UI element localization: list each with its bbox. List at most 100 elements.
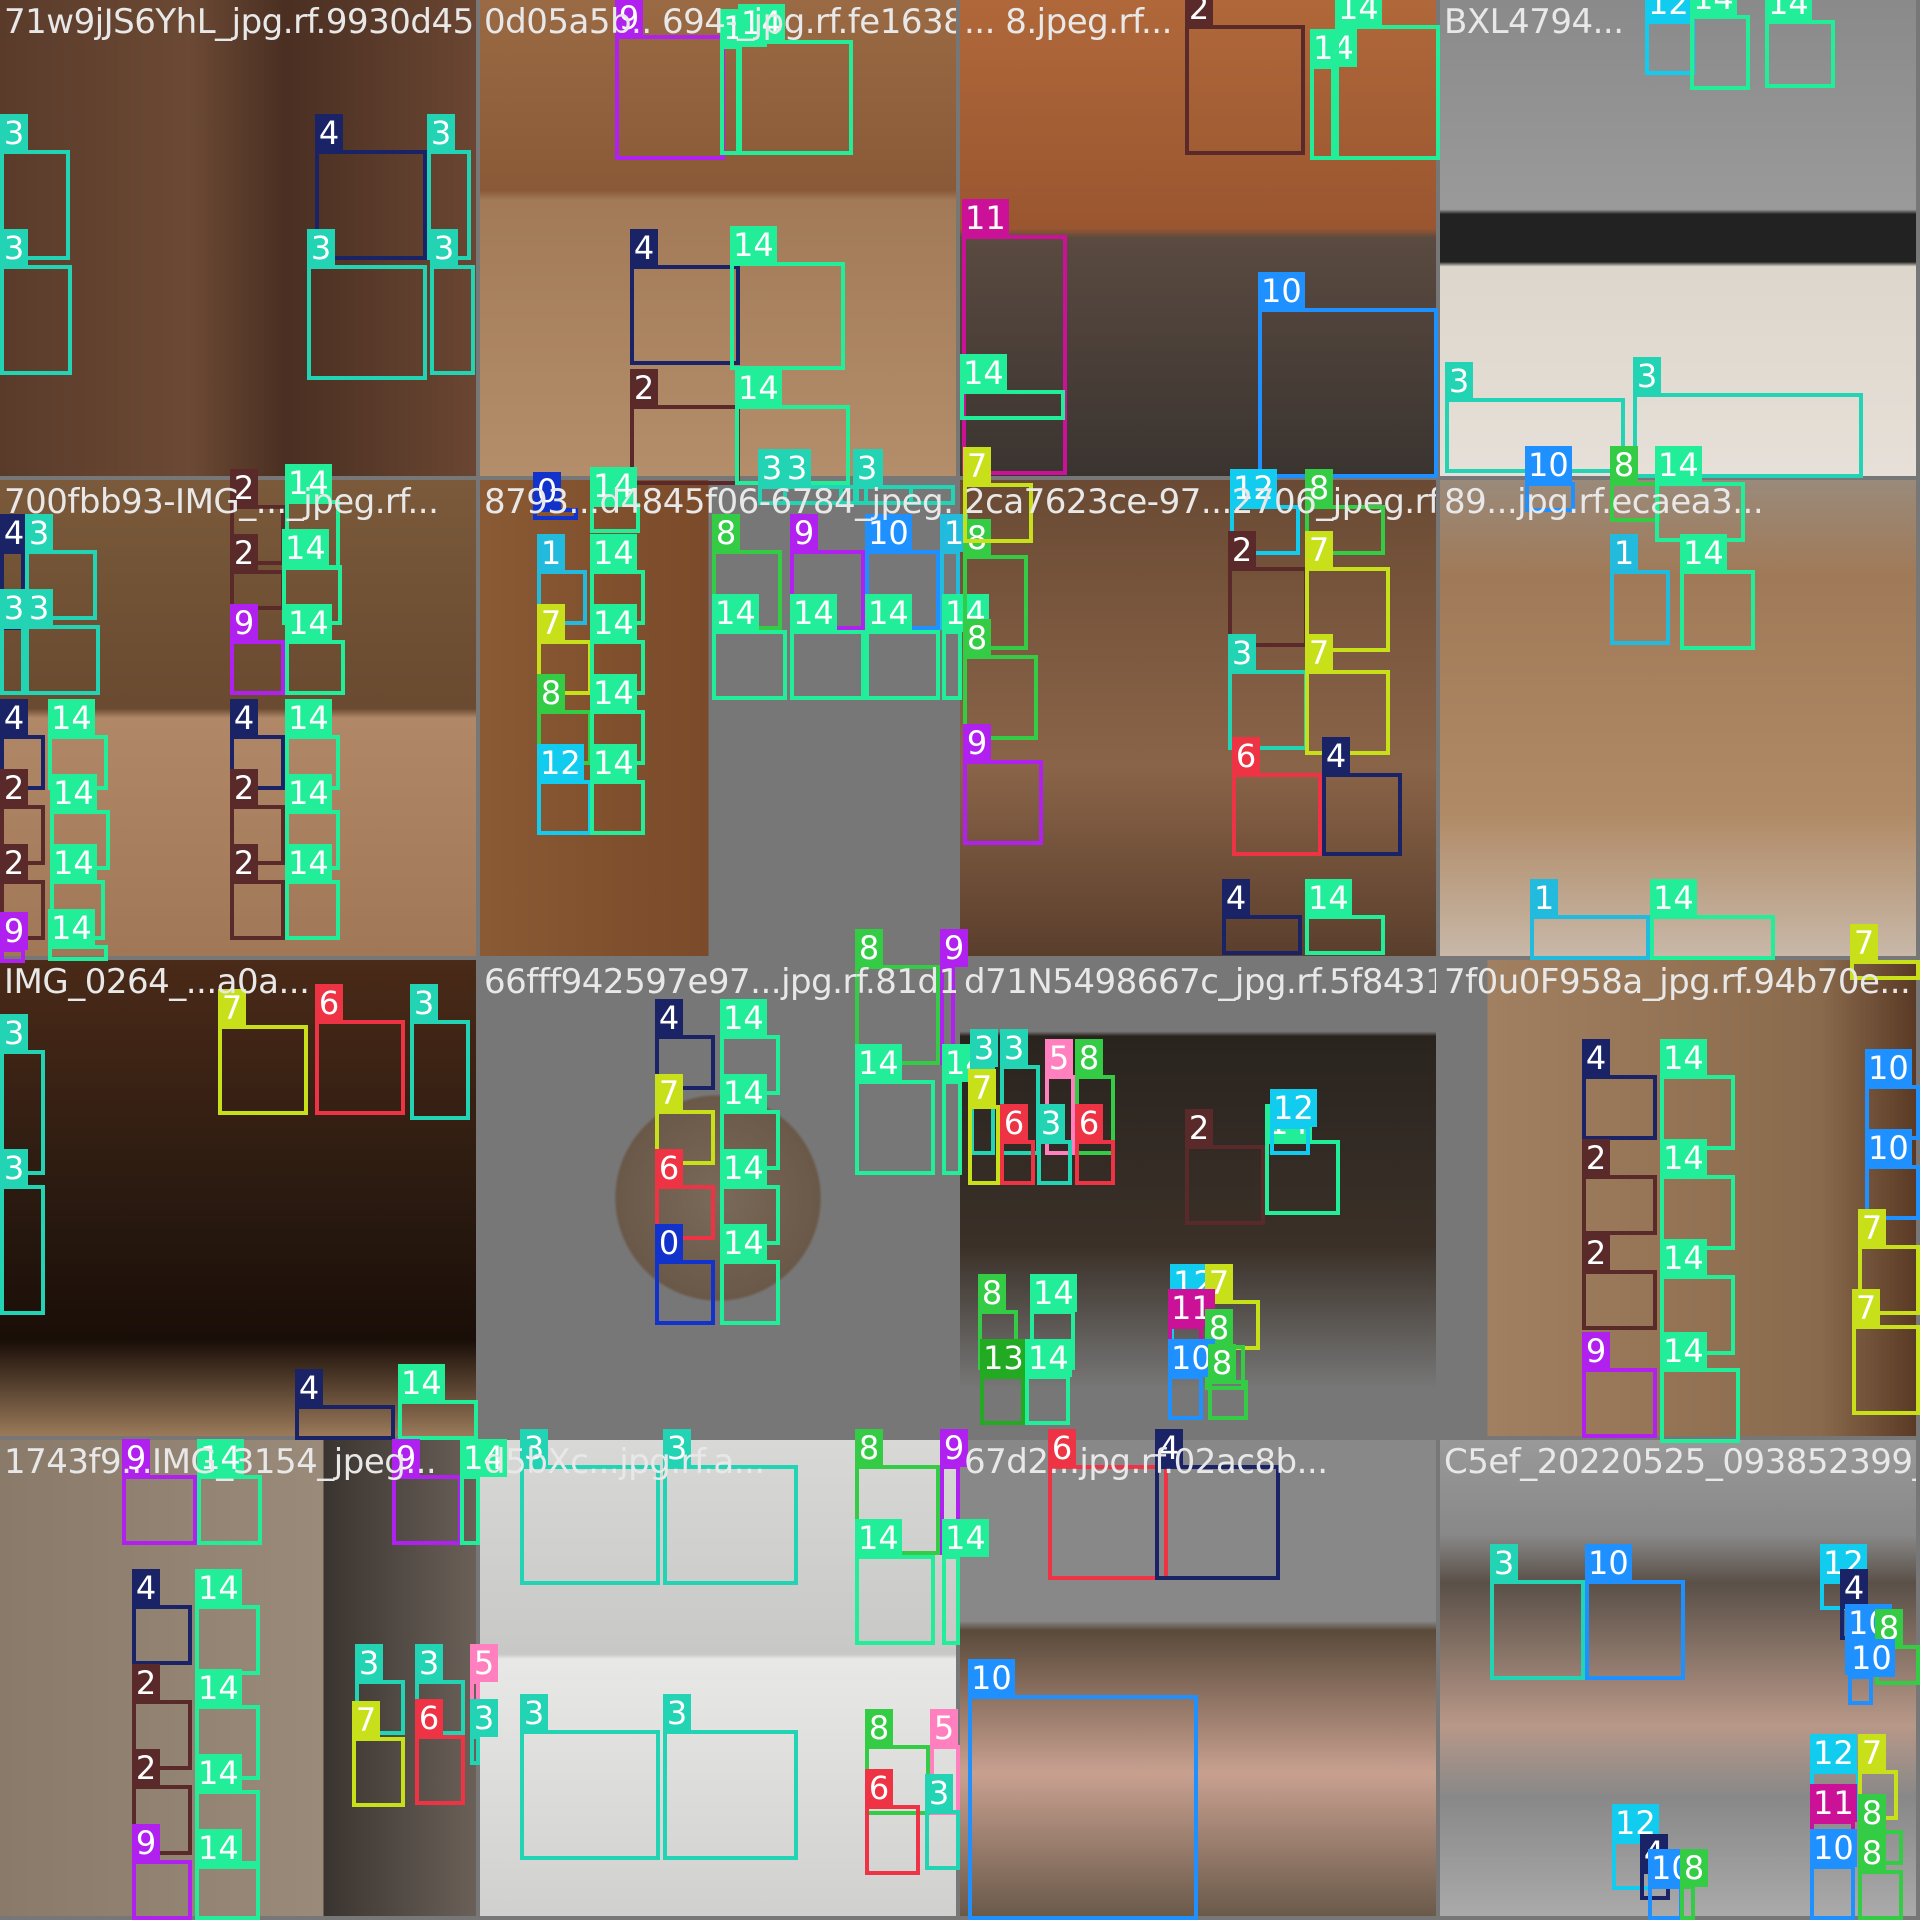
detection-label: 3 (925, 1774, 953, 1812)
detection-label: 9 (940, 1429, 968, 1467)
tile-photo (480, 960, 956, 1436)
detection-label: 7 (537, 604, 565, 642)
detection-box: 14 (195, 1754, 260, 1865)
detection-label: 14 (730, 226, 777, 264)
detection-label: 3 (1490, 1544, 1518, 1582)
detection-label: 12 (1810, 1734, 1857, 1772)
detection-box: 1 (1530, 879, 1650, 960)
detection-box: 7 (655, 1074, 715, 1165)
detection-label: 7 (352, 1701, 380, 1739)
detection-label: 14 (460, 1439, 507, 1477)
detection-label: 3 (1000, 1029, 1028, 1067)
detection-label: 1 (537, 534, 565, 572)
detection-label: 9 (963, 724, 991, 762)
detection-label: 7 (963, 447, 991, 485)
detection-box: 14 (285, 699, 340, 790)
detection-label: 14 (285, 844, 332, 882)
detection-label: 7 (1305, 531, 1333, 569)
detection-label: 14 (1660, 1239, 1707, 1277)
detection-label: 4 (132, 1569, 160, 1607)
detection-label: 3 (663, 1429, 691, 1467)
detection-box: 14 (1765, 0, 1835, 88)
detection-label: 14 (1660, 1139, 1707, 1177)
detection-label: 10 (865, 514, 912, 552)
detection-label: 10 (1585, 1544, 1632, 1582)
detection-label: 14 (865, 594, 912, 632)
detection-label: 10 (968, 1659, 1015, 1697)
detection-label: 14 (197, 1439, 244, 1477)
detection-label: 10 (1865, 1129, 1912, 1167)
tile-filename: 1743f9...IMG_3154_jpeg... (4, 1442, 437, 1482)
detection-box: 14 (590, 534, 645, 625)
detection-box: 3 (470, 1699, 498, 1765)
detection-box: 14 (1650, 879, 1775, 960)
detection-label: 14 (590, 604, 637, 642)
detection-label: 14 (738, 4, 785, 42)
detection-box: 14 (790, 594, 865, 700)
detection-label: 14 (720, 1149, 767, 1187)
detection-box: 3 (0, 229, 72, 375)
detection-label: 8 (963, 519, 991, 557)
tile-filename: 7f0u0F958a_jpg.rf.94b70e... (1444, 962, 1911, 1002)
detection-label: 4 (0, 699, 28, 737)
detection-box: 9 (122, 1439, 197, 1545)
detection-label: 4 (655, 999, 683, 1037)
detection-label: 10 (1848, 1639, 1895, 1677)
detection-label: 8 (1680, 1849, 1708, 1887)
detection-label: 10 (1865, 1049, 1912, 1087)
detection-label: 9 (392, 1439, 420, 1477)
detection-label: 10 (1168, 1339, 1215, 1377)
detection-box: 14 (942, 1044, 989, 1175)
detection-box: 11 (1168, 1289, 1215, 1365)
tile-filename: IMG_0264_...a0a... (4, 962, 310, 1002)
detection-box: 3 (925, 1774, 960, 1870)
detection-label: 2 (1582, 1234, 1610, 1272)
detection-label: 9 (790, 514, 818, 552)
tile-photo (960, 1440, 1436, 1916)
detection-label: 7 (1858, 1734, 1886, 1772)
detection-label: 11 (1168, 1289, 1215, 1327)
detection-label: 6 (865, 1769, 893, 1807)
detection-box: 14 (855, 1519, 935, 1645)
detection-label: 2 (0, 769, 28, 807)
detection-box: 14 (590, 467, 640, 533)
detection-label: 14 (398, 1364, 445, 1402)
detection-label: 3 (415, 1644, 443, 1682)
detection-label: 3 (1445, 362, 1473, 400)
detection-label: 11 (1810, 1784, 1857, 1822)
detection-box: 14 (942, 594, 989, 700)
detection-label: 12 (1270, 1089, 1317, 1127)
detection-label: 7 (1858, 1209, 1886, 1247)
detection-box: 14 (398, 1364, 478, 1440)
tile-filename: d71N5498667c_jpg.rf.5f84316... (964, 962, 1436, 1002)
detection-box: 14 (282, 529, 342, 625)
detection-box: 3 (410, 984, 470, 1120)
detection-box: 3 (307, 229, 427, 380)
detection-label: 8 (537, 674, 565, 712)
detection-label: 3 (1633, 357, 1661, 395)
detection-box: 3 (430, 229, 475, 375)
detection-box: 9 (615, 0, 725, 160)
detection-box: 3 (1490, 1544, 1585, 1680)
detection-box: 2 (230, 844, 285, 940)
detection-label: 2 (230, 769, 258, 807)
detection-box: 13 (980, 1339, 1027, 1425)
detection-label: 1 (1530, 879, 1558, 917)
detection-label: 14 (195, 1754, 242, 1792)
detection-label: 14 (285, 604, 332, 642)
mosaic-tile: 0d05a5b.. 694-_jpg.rf.fe1638... (480, 0, 956, 476)
detection-box: 9 (940, 929, 968, 1065)
detection-box: 2 (132, 1664, 192, 1770)
detection-label: 4 (0, 514, 28, 552)
detection-box: 6 (655, 1149, 715, 1240)
detection-box: 12 (1230, 469, 1300, 555)
detection-box: 9 (1582, 1332, 1657, 1438)
detection-label: 14 (942, 1519, 989, 1557)
detection-label: 12 (1612, 1804, 1659, 1842)
detection-box: 10 (1865, 1129, 1920, 1220)
detection-box: 12 (1270, 1089, 1317, 1155)
detection-label: 6 (315, 984, 343, 1022)
detection-box: 14 (720, 1224, 780, 1325)
detection-label: 2 (1582, 1139, 1610, 1177)
detection-box: 2 (0, 844, 45, 940)
